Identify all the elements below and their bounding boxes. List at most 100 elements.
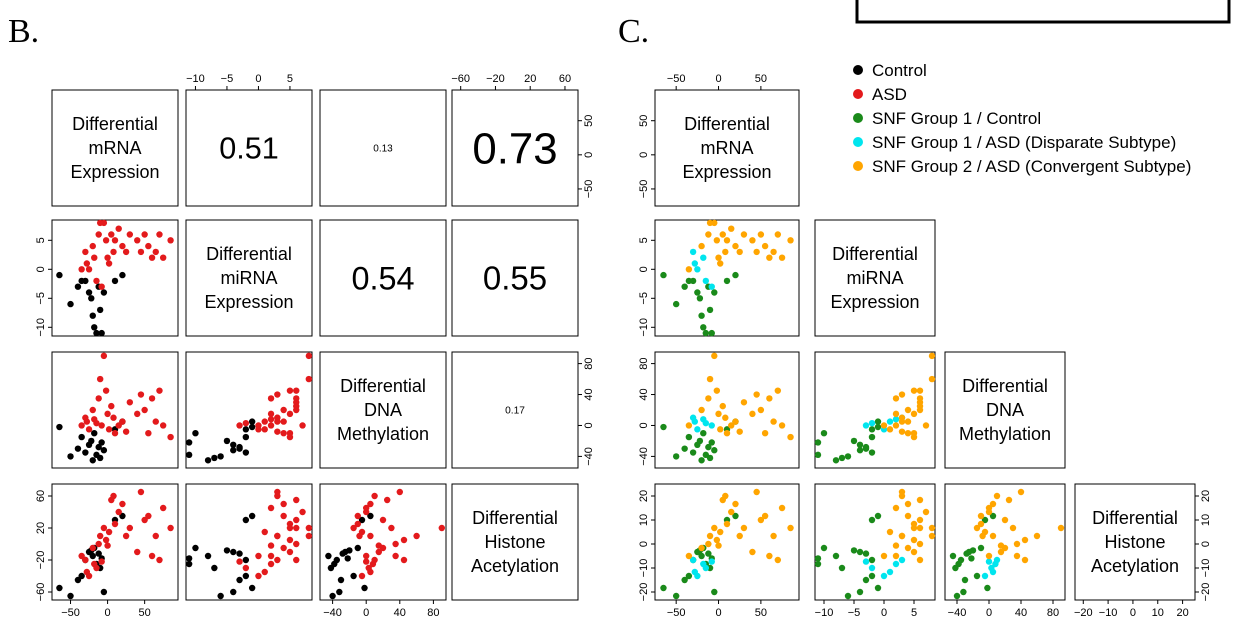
scatter-point [305,375,313,383]
tick-label: 0 [715,607,721,619]
scatter-point [339,550,346,557]
tick-label: 60 [35,490,47,502]
scatter-point [774,556,782,564]
scatter-point [167,237,174,244]
legend-c: Control ASD SNF Group 1 / Control SNF Group… [853,61,1191,176]
scatter-point [715,254,722,261]
scatter-point [660,271,667,279]
tick-label: −10 [638,559,650,578]
scatter-point [910,524,918,532]
b-diag-label-3: Differential Histone Acetylation [471,508,559,576]
scatter-point [985,552,993,560]
scatter-point [293,540,300,548]
scatter-point [211,454,218,462]
scatter-point [898,428,906,435]
scatter-point [89,457,96,464]
tick-label: 0 [1130,607,1136,619]
scatter-point [248,512,256,520]
scatter-point [438,524,445,532]
scatter-point [365,564,372,572]
panel-b-0-2 [319,89,447,207]
scatter-point [85,572,93,580]
panel-b-2-2 [319,351,447,469]
scatter-point [778,504,786,512]
scatter-point [102,536,110,544]
tick-label: −5 [848,607,861,619]
panel-c-2-2 [944,351,1066,469]
scatter-point [838,564,846,572]
scatter-point [1033,532,1041,540]
scatter-point [787,524,794,532]
scatter-point [236,550,243,557]
scatter-point [862,558,870,565]
scatter-point [105,528,113,536]
scatter-point [814,555,822,562]
scatter-point [928,352,936,360]
scatter-point [770,532,777,540]
scatter-point [261,418,268,425]
panel-b-1-3 [451,219,579,337]
c-right-axis-histone: 20 10 0 −10 −20 [1194,490,1212,601]
scatter-point [329,592,336,600]
scatter-point [248,584,256,592]
scatter-point [354,544,361,552]
scatter-point [689,248,697,256]
legend-label: SNF Group 1 / ASD (Disparate Subtype) [872,133,1176,152]
scatter-point [350,524,357,532]
panel-b-1-1 [185,219,313,337]
scatter-point [100,352,108,360]
scatter-point [820,430,828,437]
scatter-point [89,312,96,319]
scatter-point [732,271,739,279]
scatter-point [696,437,704,445]
scatter-point [267,552,275,560]
scatter-point [1013,552,1021,560]
c-diag-label-2: Differential DNA Methylation [959,376,1051,444]
scatter-point [770,248,777,256]
scatter-point [293,524,300,532]
c-bottom-axis-mrna: −50 0 50 [667,599,767,619]
scatter-point [715,542,722,549]
scatter-point [148,254,156,261]
scatter-point [757,231,765,238]
scatter-point [217,453,224,460]
tick-label: −10 [186,73,205,85]
panel-b-1-2 [319,219,447,337]
scatter-point [111,237,119,244]
scatter-point [236,558,243,565]
scatter-point [274,391,281,398]
scatter-point [78,552,85,560]
scatter-point [698,544,705,552]
tick-label: 50 [583,115,595,127]
scatter-point [152,532,159,540]
scatter-point [916,516,924,524]
legend-label: SNF Group 2 / ASD (Convergent Subtype) [872,157,1191,176]
tick-label: −20 [638,583,650,602]
scatter-point [989,512,997,520]
scatter-point [728,508,735,516]
scatter-point [119,242,126,250]
panel-label-b: B. [8,13,39,50]
scatter-point [787,433,794,441]
b-corr-miRNA-Histone: 0.55 [483,260,547,297]
tick-label: 0 [881,607,887,619]
scatter-point [702,564,710,572]
legend-swatch [853,89,863,99]
scatter-point [963,550,970,557]
b-scatter-3-2 [325,488,445,600]
tick-label: −20 [1074,607,1093,619]
tick-label: −50 [638,180,650,199]
scatter-point [95,443,102,451]
scatter-point [706,532,714,540]
scatter-point [148,395,156,402]
tick-label: 10 [1152,607,1164,619]
scatter-point [856,548,864,556]
scatter-point [280,418,287,425]
scatter-point [286,387,294,394]
c-bottom-axis-mirna: −10 −5 0 5 [815,599,917,619]
scatter-point [740,231,748,238]
scatter-point [698,242,705,250]
panel-c-3-0 [654,483,800,601]
tick-label: 5 [287,73,293,85]
scatter-point [267,504,275,512]
